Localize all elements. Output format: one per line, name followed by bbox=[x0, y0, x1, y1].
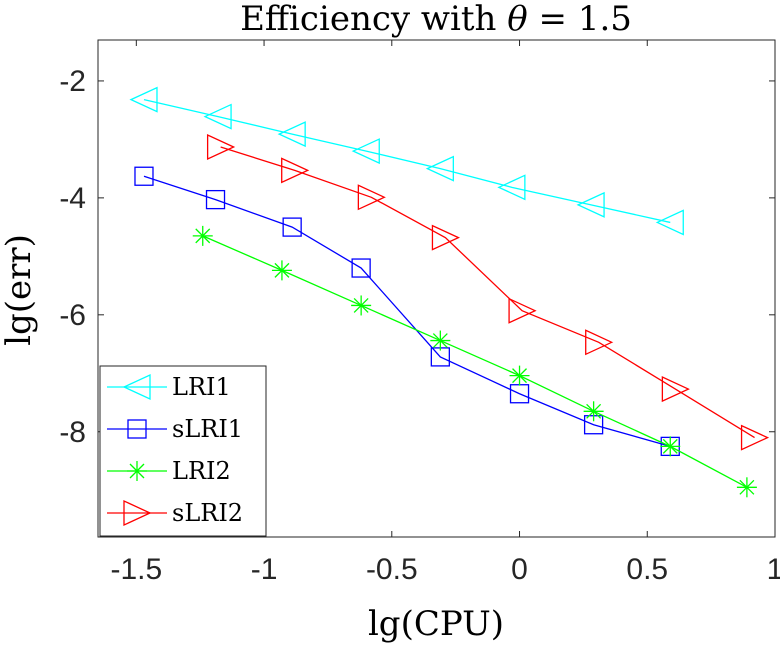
data-point-slri2 bbox=[281, 157, 310, 184]
data-point-slri2 bbox=[585, 329, 614, 356]
series-line-lri2 bbox=[202, 235, 748, 488]
data-point-slri1 bbox=[351, 258, 371, 278]
data-point-lri2 bbox=[271, 260, 292, 281]
legend-label: sLRI1 bbox=[172, 415, 243, 443]
data-point-lri1 bbox=[351, 138, 380, 165]
data-point-slri2 bbox=[740, 424, 770, 451]
data-point-slri2 bbox=[661, 376, 690, 403]
chart-title: Efficiency with θ = 1.5 bbox=[240, 0, 632, 39]
legend-marker bbox=[122, 373, 151, 401]
legend-marker bbox=[127, 461, 147, 481]
data-point-lri1 bbox=[497, 174, 526, 201]
legend-entries: LRI1 sLRI1 LRI2 sLRI2 bbox=[107, 373, 243, 527]
y-axis-label: lg(err) bbox=[0, 234, 39, 346]
data-point-lri2 bbox=[192, 225, 213, 246]
x-tick-label: 0.5 bbox=[626, 553, 668, 586]
theta-symbol: θ bbox=[507, 0, 527, 39]
data-point-slri2 bbox=[508, 297, 537, 324]
legend-entry-lri1: LRI1 bbox=[107, 373, 231, 401]
legend-entry-lri2: LRI2 bbox=[107, 457, 231, 485]
data-point-slri2 bbox=[357, 184, 386, 211]
series-line-slri1 bbox=[143, 175, 671, 447]
series-lri1 bbox=[129, 86, 684, 236]
data-point-lri1 bbox=[277, 121, 306, 148]
legend-marker bbox=[123, 499, 152, 527]
data-point-lri2 bbox=[736, 477, 757, 498]
data-point-slri1 bbox=[134, 166, 154, 186]
y-axis-ticks: -2 -4 -6 -8 bbox=[59, 65, 775, 449]
y-tick-label: -4 bbox=[59, 182, 86, 215]
x-tick-label: -1.5 bbox=[110, 553, 162, 586]
legend-label: LRI1 bbox=[172, 373, 231, 401]
x-tick-label: 1 bbox=[767, 553, 780, 586]
data-point-lri1 bbox=[655, 209, 684, 236]
legend-marker bbox=[127, 419, 147, 439]
legend-label: sLRI2 bbox=[172, 499, 243, 527]
legend-entry-slri1: sLRI1 bbox=[107, 415, 243, 443]
data-point-lri1 bbox=[576, 191, 605, 218]
data-point-lri2 bbox=[509, 365, 530, 386]
data-point-lri2 bbox=[351, 295, 372, 316]
legend: LRI1 sLRI1 LRI2 sLRI2 bbox=[99, 365, 267, 537]
y-tick-label: -2 bbox=[59, 65, 86, 98]
y-tick-label: -6 bbox=[59, 299, 86, 332]
data-point-lri1 bbox=[425, 155, 454, 182]
x-tick-label: -1 bbox=[251, 553, 278, 586]
data-point-slri1 bbox=[205, 189, 226, 210]
x-tick-label: 0 bbox=[511, 553, 528, 586]
y-tick-label: -8 bbox=[59, 416, 86, 449]
data-point-slri2 bbox=[206, 133, 236, 161]
x-tick-label: -0.5 bbox=[366, 553, 418, 586]
legend-label: LRI2 bbox=[172, 457, 231, 485]
data-point-lri2 bbox=[583, 401, 604, 422]
data-point-lri2 bbox=[660, 436, 681, 457]
legend-entry-slri2: sLRI2 bbox=[107, 499, 243, 527]
series-lri2 bbox=[192, 225, 757, 498]
data-point-slri2 bbox=[431, 224, 460, 251]
series-layer bbox=[129, 86, 770, 498]
data-point-slri1 bbox=[282, 217, 302, 237]
legend-box bbox=[99, 365, 267, 537]
x-axis-label: lg(CPU) bbox=[368, 604, 504, 644]
x-axis-ticks: -1.5 -1 -0.5 0 0.5 1 bbox=[110, 40, 780, 586]
series-line-lri1 bbox=[143, 99, 671, 224]
data-point-lri1 bbox=[203, 103, 232, 130]
data-point-lri1 bbox=[129, 86, 158, 113]
series-slri2 bbox=[206, 133, 770, 451]
data-point-lri2 bbox=[430, 330, 451, 351]
